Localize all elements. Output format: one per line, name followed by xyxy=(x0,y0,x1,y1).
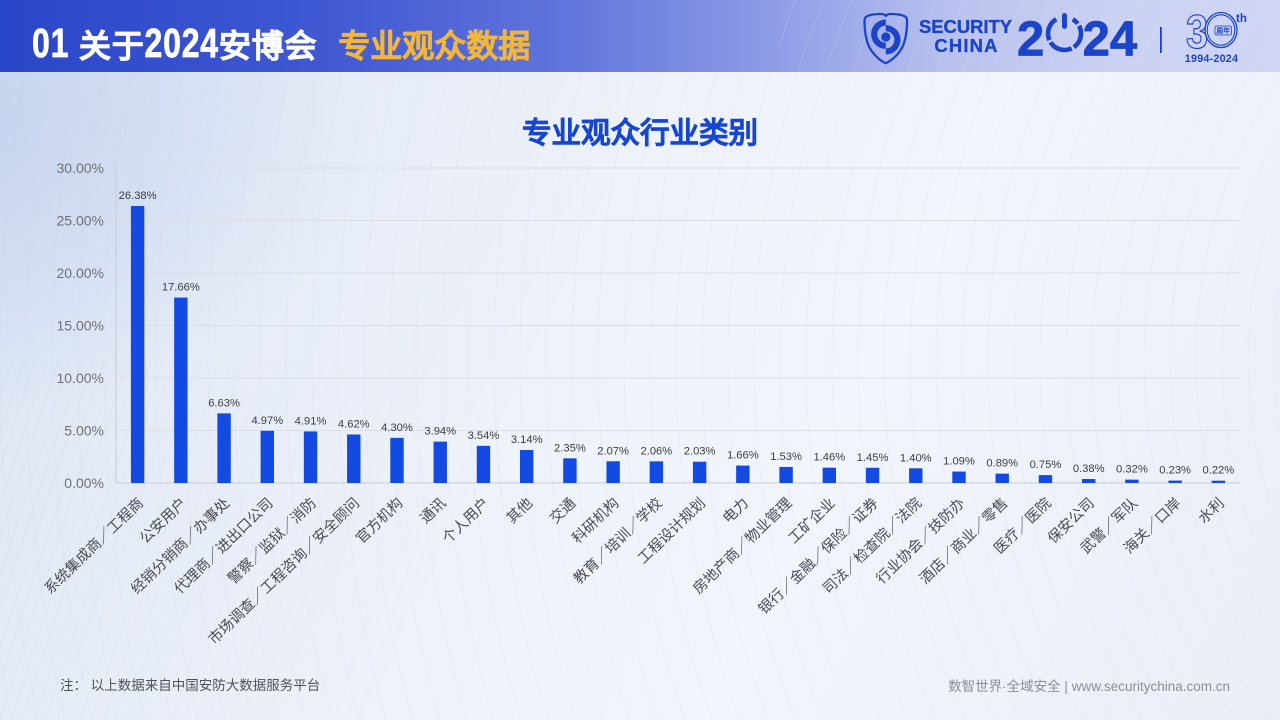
svg-text:CHINA: CHINA xyxy=(934,35,998,56)
svg-text:6.63%: 6.63% xyxy=(208,397,240,409)
svg-text:电力: 电力 xyxy=(719,495,752,527)
svg-text:1.46%: 1.46% xyxy=(813,452,845,464)
svg-text:5.00%: 5.00% xyxy=(64,422,104,438)
svg-text:官方机构: 官方机构 xyxy=(353,495,407,548)
svg-text:4.62%: 4.62% xyxy=(338,418,370,430)
svg-text:1.45%: 1.45% xyxy=(857,452,889,464)
svg-text:20.00%: 20.00% xyxy=(57,265,104,281)
svg-text:3.54%: 3.54% xyxy=(468,430,500,442)
svg-text:1994-2024: 1994-2024 xyxy=(1185,53,1238,65)
svg-text:2.07%: 2.07% xyxy=(597,445,629,457)
svg-text:交通: 交通 xyxy=(546,494,580,527)
svg-text:4.91%: 4.91% xyxy=(295,415,327,427)
svg-text:th: th xyxy=(1236,13,1247,25)
svg-text:通讯: 通讯 xyxy=(417,494,450,527)
svg-text:26.38%: 26.38% xyxy=(119,190,157,202)
svg-text:2.03%: 2.03% xyxy=(684,446,716,458)
svg-text:2: 2 xyxy=(1017,12,1044,66)
svg-text:水利: 水利 xyxy=(1195,495,1228,527)
svg-text:25.00%: 25.00% xyxy=(57,212,104,228)
svg-text:4.30%: 4.30% xyxy=(381,422,413,434)
svg-text:1.40%: 1.40% xyxy=(900,452,932,464)
svg-text:0.75%: 0.75% xyxy=(1030,459,1062,471)
svg-text:2.06%: 2.06% xyxy=(641,445,673,457)
svg-text:2.35%: 2.35% xyxy=(554,442,586,454)
svg-text:30.00%: 30.00% xyxy=(57,160,104,176)
svg-text:1.66%: 1.66% xyxy=(727,450,759,462)
svg-text:0.38%: 0.38% xyxy=(1073,463,1105,475)
svg-text:其他: 其他 xyxy=(503,495,536,527)
svg-text:3: 3 xyxy=(1186,5,1208,58)
svg-text:3.94%: 3.94% xyxy=(424,426,456,438)
svg-text:SECURITY: SECURITY xyxy=(919,16,1012,37)
svg-text:0.32%: 0.32% xyxy=(1116,464,1148,476)
svg-text:3.14%: 3.14% xyxy=(511,434,543,446)
svg-text:24: 24 xyxy=(1083,12,1138,66)
svg-text:4.97%: 4.97% xyxy=(251,415,283,427)
svg-text:1.09%: 1.09% xyxy=(943,456,975,468)
svg-text:15.00%: 15.00% xyxy=(57,317,104,333)
svg-text:1.53%: 1.53% xyxy=(770,451,802,463)
svg-text:17.66%: 17.66% xyxy=(162,282,200,294)
svg-text:10.00%: 10.00% xyxy=(57,370,104,386)
svg-text:个人用户: 个人用户 xyxy=(439,495,493,548)
svg-text:0.22%: 0.22% xyxy=(1203,465,1235,477)
svg-text:周年: 周年 xyxy=(1216,26,1230,35)
svg-text:市场调查／工程咨询／安全顾问: 市场调查／工程咨询／安全顾问 xyxy=(205,494,364,648)
svg-text:0.23%: 0.23% xyxy=(1159,465,1191,477)
svg-text:0.00%: 0.00% xyxy=(64,475,104,491)
svg-text:0.89%: 0.89% xyxy=(986,458,1018,470)
